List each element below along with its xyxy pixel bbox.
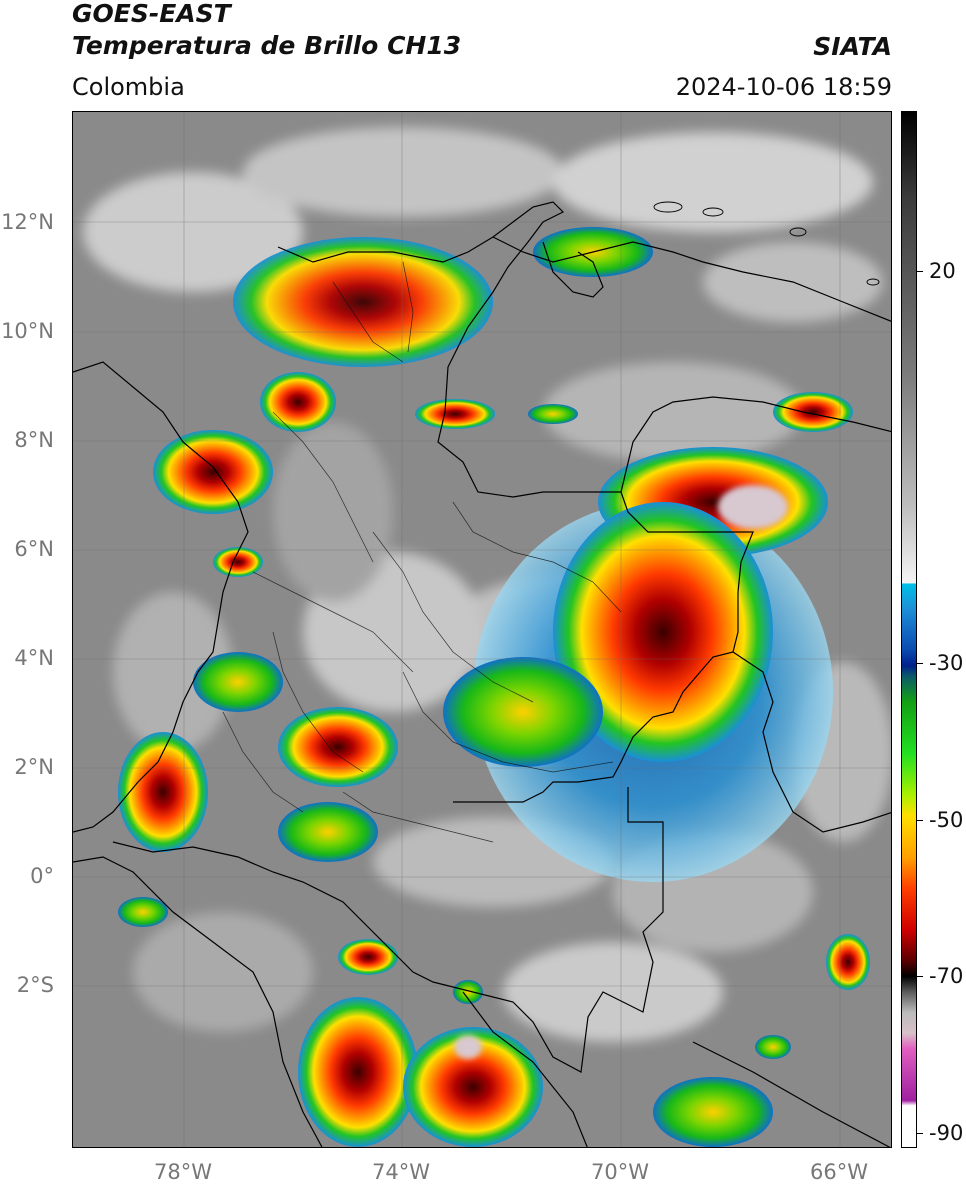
lat-label: 0° xyxy=(30,864,54,888)
lon-label: 78°W xyxy=(154,1160,212,1184)
lat-label: 10°N xyxy=(1,319,54,343)
department-borders xyxy=(222,261,622,843)
datetime-label: 2024-10-06 18:59 xyxy=(675,73,892,101)
colorbar-label: -50 xyxy=(929,808,964,832)
colorbar-label: -90 xyxy=(929,1121,964,1145)
lon-label: 74°W xyxy=(372,1160,430,1184)
overshooting-tops xyxy=(454,485,788,1059)
map-svg xyxy=(73,112,891,1147)
islands xyxy=(653,201,880,286)
lat-label: 6°N xyxy=(14,537,54,561)
source-label: SIATA xyxy=(813,32,892,61)
colorbar-label: -70 xyxy=(929,964,964,988)
colorbar-tick xyxy=(917,976,923,977)
colorbar-tick xyxy=(917,1133,923,1134)
title-product: Temperatura de Brillo CH13 xyxy=(72,31,462,60)
lat-label: 12°N xyxy=(1,210,54,234)
satellite-map xyxy=(72,111,892,1148)
colorbar-tick xyxy=(917,271,923,272)
lat-label: 2°N xyxy=(14,755,54,779)
title-satellite: GOES-EAST xyxy=(72,0,231,28)
lon-label: 66°W xyxy=(810,1160,868,1184)
colorbar-tick xyxy=(917,663,923,664)
colorbar-tick xyxy=(917,820,923,821)
graticule xyxy=(73,112,891,1147)
lat-label: 8°N xyxy=(14,428,54,452)
lat-label: 4°N xyxy=(14,646,54,670)
lon-label: 70°W xyxy=(591,1160,649,1184)
convective-systems xyxy=(118,227,870,1147)
country-borders xyxy=(73,201,891,1147)
colorbar-label: -30 xyxy=(929,651,964,675)
lat-label: 2°S xyxy=(16,973,54,997)
subtitle-region: Colombia xyxy=(72,73,185,101)
colorbar-label: 20 xyxy=(929,259,956,283)
colorbar xyxy=(901,111,917,1148)
